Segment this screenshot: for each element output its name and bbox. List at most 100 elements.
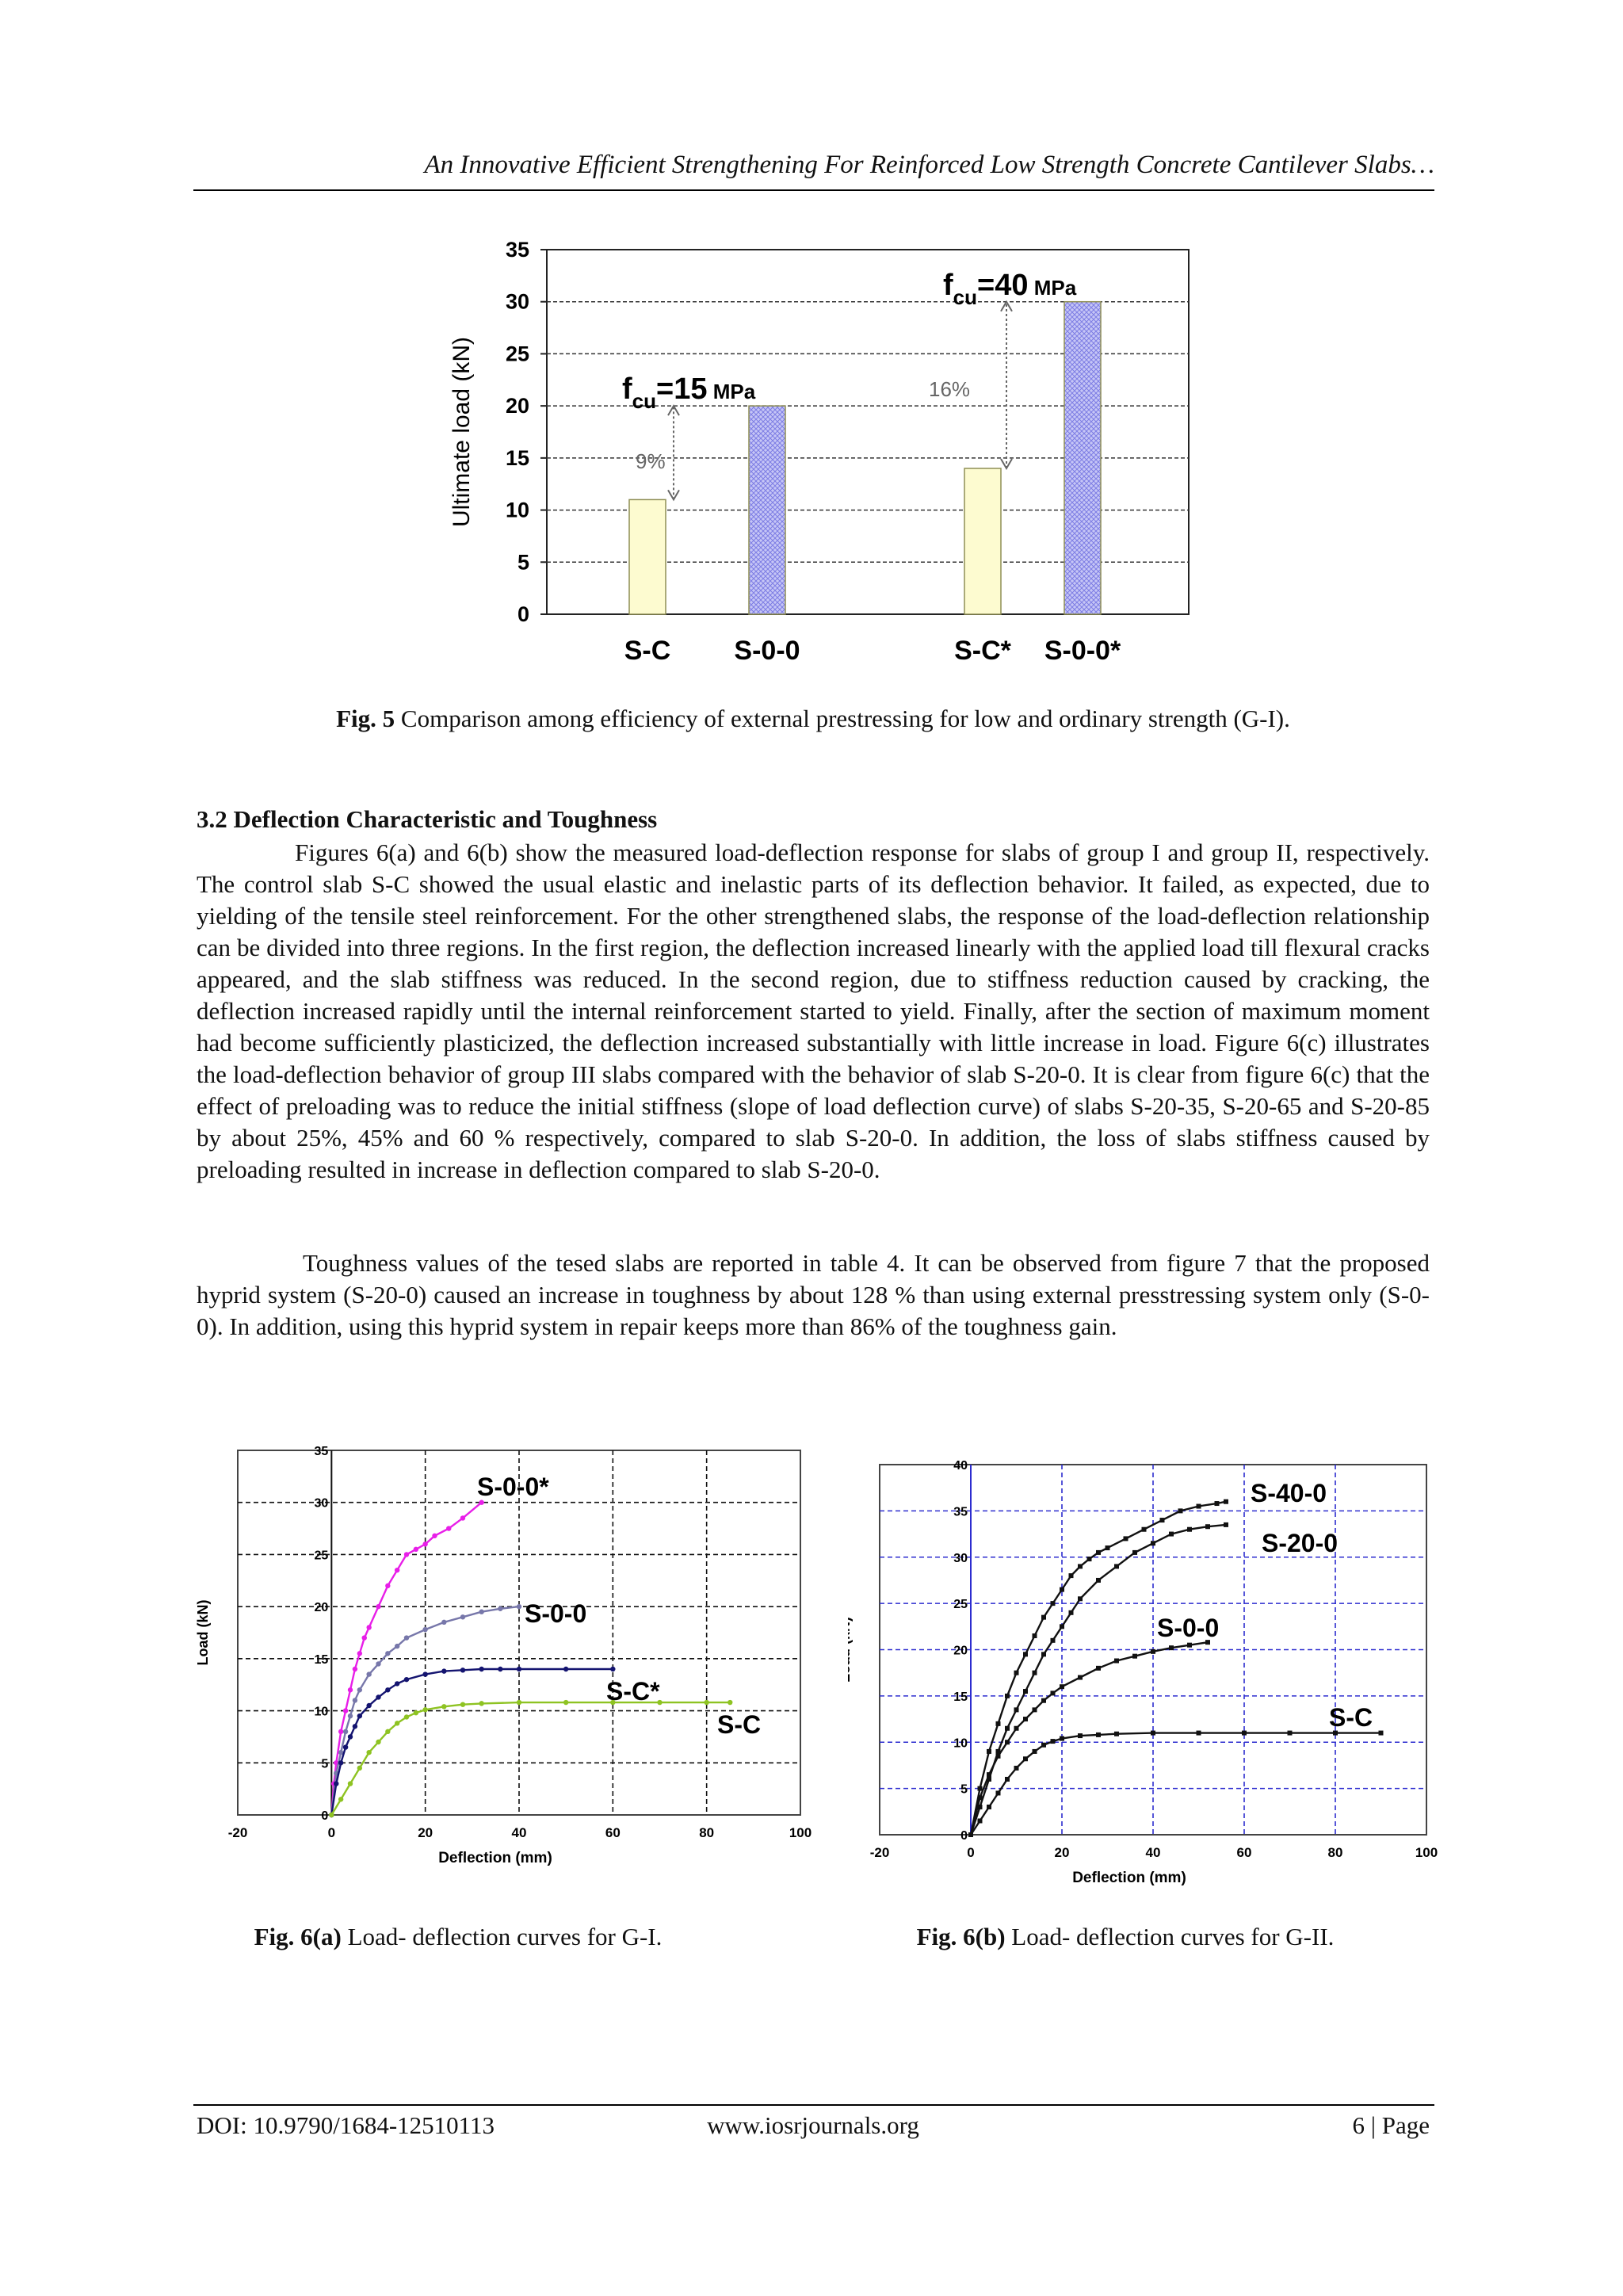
y-tick-label: 15 — [953, 1690, 968, 1704]
data-point-s-40-0 — [1014, 1670, 1019, 1675]
data-point-s-c — [403, 1714, 410, 1720]
data-point-s-0-0- — [342, 1708, 349, 1713]
data-point-s-0-0 — [394, 1643, 400, 1649]
data-point-s-c — [1378, 1730, 1384, 1736]
data-point-s-0-0 — [479, 1609, 484, 1614]
data-point-s-0-0 — [1169, 1645, 1174, 1651]
fig6a-caption-text: Load- deflection curves for G-I. — [341, 1923, 663, 1950]
series-label-s-c: S-C — [1329, 1703, 1373, 1732]
data-point-s-c- — [357, 1713, 363, 1719]
data-point-s-c — [338, 1797, 344, 1802]
y-tick-label: 5 — [960, 1783, 968, 1797]
data-point-s-0-0 — [342, 1729, 349, 1735]
x-tick-label: 0 — [967, 1845, 974, 1860]
data-point-s-0-0 — [995, 1753, 1001, 1759]
data-point-s-c — [995, 1790, 1001, 1796]
data-point-s-0-0- — [413, 1546, 419, 1553]
x-tick-label: 100 — [1415, 1845, 1438, 1860]
data-point-s-c — [1287, 1730, 1293, 1736]
footer-website-link[interactable]: www.iosrjournals.org — [707, 2111, 919, 2139]
y-tick-label: 10 — [506, 499, 529, 522]
data-point-s-20-0 — [1023, 1689, 1028, 1694]
x-tick-label: 80 — [699, 1825, 714, 1840]
data-point-s-20-0 — [1169, 1531, 1174, 1537]
data-point-s-c- — [352, 1724, 358, 1729]
data-point-s-0-0- — [376, 1603, 381, 1610]
section-heading: 3.2 Deflection Characteristic and Toughn… — [197, 805, 658, 833]
data-point-s-40-0 — [1068, 1573, 1074, 1579]
data-point-s-0-0 — [376, 1661, 381, 1667]
y-tick-label: 10 — [953, 1736, 968, 1750]
series-label-s-c: S-C — [717, 1710, 761, 1739]
data-point-s-0-0- — [422, 1541, 428, 1547]
data-point-s-c- — [366, 1702, 372, 1709]
series-line-s-c — [330, 1701, 731, 1816]
data-point-s-20-0 — [1224, 1522, 1228, 1527]
data-point-s-c- — [347, 1734, 353, 1740]
data-point-s-40-0 — [977, 1786, 983, 1791]
data-point-s-40-0 — [1159, 1518, 1165, 1523]
data-point-s-40-0 — [995, 1721, 1001, 1726]
data-point-s-c — [704, 1699, 709, 1706]
x-tick-label: 60 — [1237, 1845, 1252, 1860]
y-tick-label: 0 — [517, 602, 529, 626]
data-point-s-0-0 — [516, 1603, 522, 1610]
data-point-s-0-0 — [403, 1635, 410, 1641]
paragraph-toughness: Toughness values of the tesed slabs are … — [197, 1249, 1430, 1340]
data-point-s-c — [1096, 1732, 1101, 1737]
data-point-s-0-0 — [977, 1795, 983, 1801]
series-label-s-c-: S-C* — [606, 1677, 660, 1706]
header-rule — [193, 189, 1434, 191]
data-point-s-40-0 — [1096, 1549, 1101, 1555]
y-tick-label: 20 — [506, 394, 529, 418]
y-tick-label: 35 — [506, 238, 529, 262]
running-header: An Innovative Efficient Strengthening Fo… — [424, 151, 1434, 179]
x-axis-label: Deflection (mm) — [1072, 1870, 1186, 1886]
series-label-s-0-0: S-0-0 — [1157, 1614, 1219, 1642]
category-label: S-0-0 — [734, 636, 800, 666]
paragraph-deflection: Figures 6(a) and 6(b) show the measured … — [197, 839, 1430, 1183]
data-point-s-0-0- — [385, 1583, 391, 1589]
data-point-s-c — [1005, 1776, 1010, 1782]
data-point-s-0-0- — [460, 1515, 466, 1521]
footer-page-number: 6 | Page — [1352, 2111, 1430, 2139]
data-point-s-c — [460, 1702, 466, 1707]
arrowhead-down — [1000, 458, 1013, 470]
data-point-s-40-0 — [1041, 1614, 1046, 1620]
data-point-s-c — [329, 1812, 334, 1818]
data-point-s-0-0 — [498, 1606, 503, 1611]
data-point-s-40-0 — [1178, 1508, 1183, 1514]
y-tick-label: 5 — [321, 1757, 328, 1771]
fig6a-caption: Fig. 6(a) Load- deflection curves for G-… — [197, 1923, 720, 1951]
fig6b-caption-text: Load- deflection curves for G-II. — [1005, 1923, 1335, 1950]
data-point-s-c — [376, 1739, 381, 1745]
data-point-s-0-0- — [432, 1533, 437, 1538]
data-point-s-40-0 — [1005, 1693, 1010, 1698]
data-point-s-20-0 — [1151, 1541, 1155, 1546]
data-point-s-c- — [479, 1666, 484, 1672]
data-point-s-0-0- — [338, 1729, 344, 1735]
data-point-s-0-0 — [1078, 1675, 1083, 1680]
data-point-s-c — [413, 1710, 419, 1716]
y-tick-label: 15 — [315, 1653, 329, 1667]
data-point-s-20-0 — [1205, 1524, 1210, 1530]
bar-s-0-0- — [1064, 300, 1102, 615]
x-axis-label: Deflection (mm) — [438, 1850, 552, 1866]
data-point-s-20-0 — [1132, 1549, 1137, 1555]
data-point-s-c- — [338, 1760, 344, 1766]
data-point-s-c — [1196, 1730, 1201, 1736]
data-point-s-c — [394, 1721, 400, 1726]
data-point-s-40-0 — [1105, 1545, 1110, 1551]
data-point-s-0-0 — [1205, 1640, 1210, 1645]
series-line-s-0-0 — [330, 1605, 520, 1816]
y-axis-label: Load (kN) — [848, 1617, 853, 1683]
data-point-s-c- — [376, 1694, 381, 1700]
data-point-s-0-0 — [1132, 1653, 1137, 1659]
data-point-s-20-0 — [1050, 1637, 1056, 1643]
data-point-s-c — [441, 1704, 447, 1710]
data-point-s-0-0 — [441, 1619, 447, 1626]
data-point-s-0-0- — [361, 1635, 367, 1641]
data-point-s-c — [987, 1804, 991, 1809]
data-point-s-0-0 — [366, 1671, 372, 1677]
fig5-caption-label: Fig. 5 — [336, 705, 395, 732]
